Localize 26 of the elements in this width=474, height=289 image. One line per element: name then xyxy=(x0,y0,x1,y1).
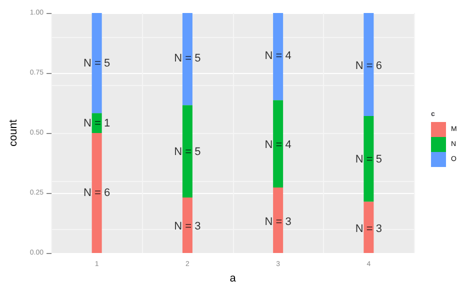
x-axis-title: a xyxy=(230,272,237,284)
bar xyxy=(364,13,374,116)
bar xyxy=(182,13,192,106)
bar xyxy=(92,133,102,253)
annotation: N = 3 xyxy=(174,220,201,233)
bar xyxy=(92,13,102,114)
bar xyxy=(273,13,284,100)
bar xyxy=(364,202,374,253)
annotation: N = 4 xyxy=(264,139,292,151)
annotation: N = 5 xyxy=(84,57,110,70)
bar xyxy=(92,113,102,133)
bar xyxy=(364,116,374,202)
annotation: N = 4 xyxy=(264,50,292,62)
annotation: N = 3 xyxy=(264,216,292,228)
annotation: N = 6 xyxy=(84,187,110,199)
bar xyxy=(182,198,192,253)
bar xyxy=(182,105,192,198)
annotation: N = 6 xyxy=(355,60,382,72)
annotation: N = 1 xyxy=(84,117,110,130)
bar xyxy=(273,100,284,188)
bar xyxy=(273,187,284,253)
annotation: N = 5 xyxy=(174,52,201,65)
annotation: N = 3 xyxy=(355,223,382,235)
annotation: N = 5 xyxy=(355,153,382,166)
annotation: N = 5 xyxy=(174,146,201,158)
y-axis-title: count xyxy=(8,120,20,146)
